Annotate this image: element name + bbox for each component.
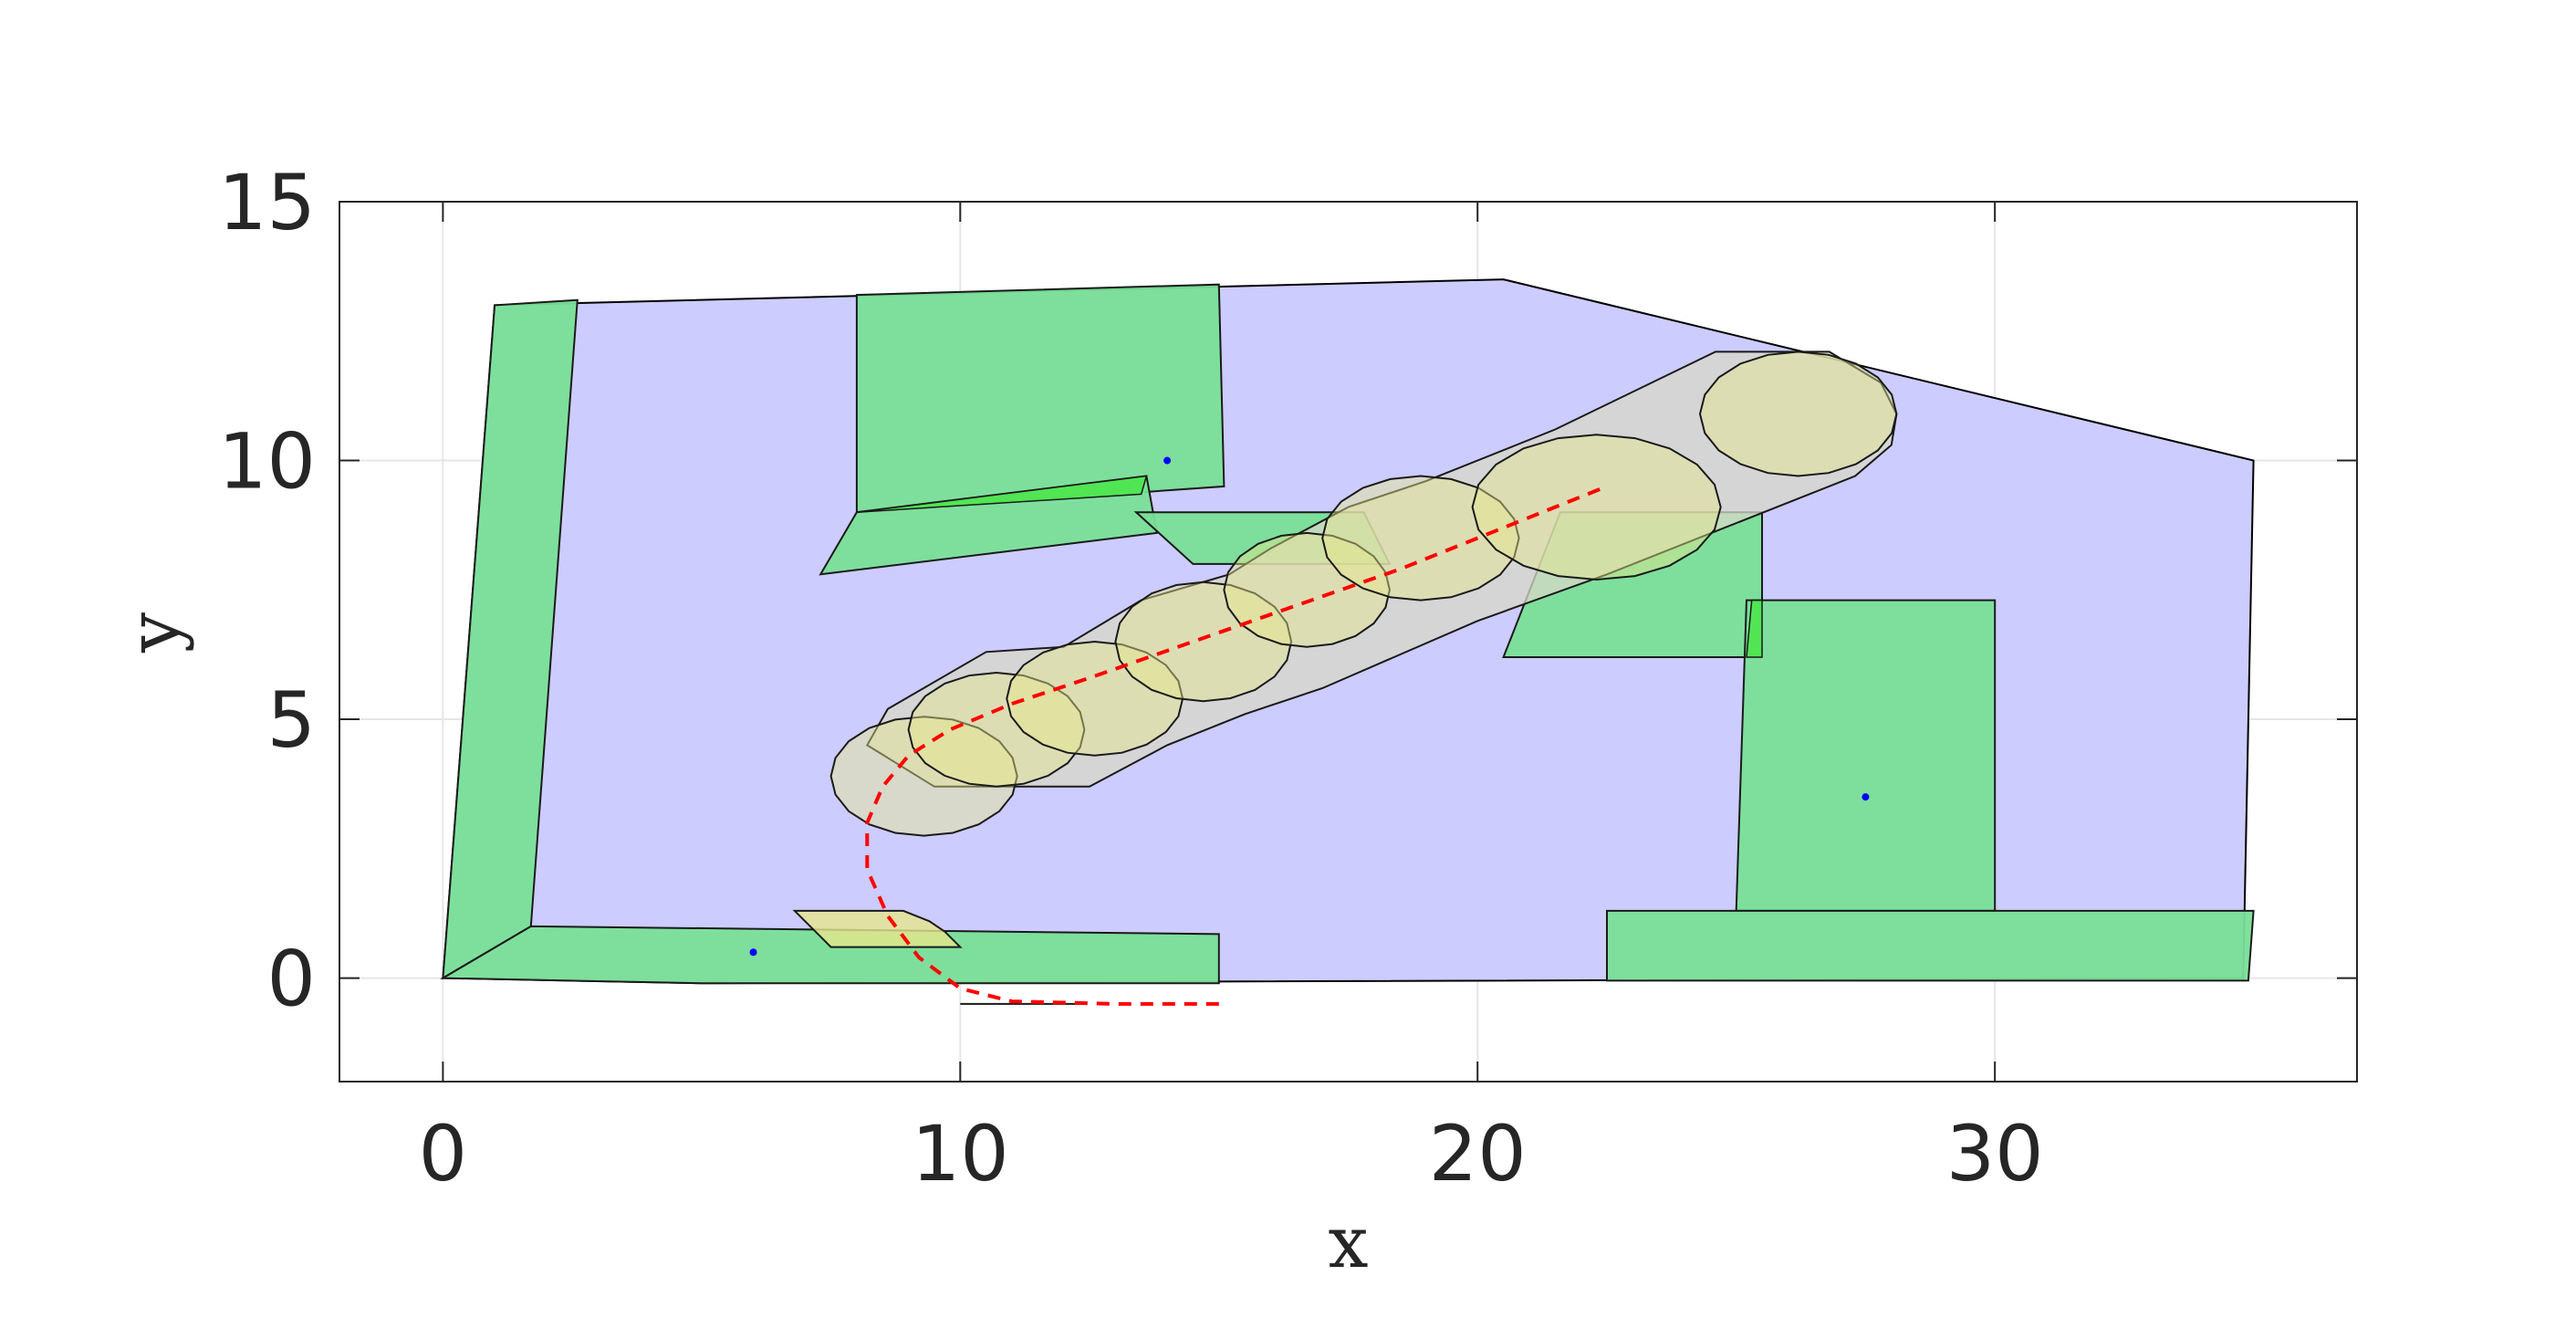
ticks: 0 10 20 30 0 5 10 15 xyxy=(218,158,2357,1198)
x-tick-label: 20 xyxy=(1429,1109,1527,1198)
reach-set xyxy=(1321,475,1520,601)
overlap-polygon xyxy=(1746,599,1763,658)
y-tick-label: 10 xyxy=(218,417,316,507)
y-axis-label: y xyxy=(113,612,195,654)
reach-set xyxy=(1114,581,1293,703)
reach-set xyxy=(907,671,1086,788)
reach-set xyxy=(1006,640,1184,757)
y-tick-label: 15 xyxy=(218,158,316,247)
plot-area xyxy=(439,278,2255,1006)
obstacle-polygon xyxy=(439,925,1220,985)
reach-set xyxy=(1698,350,1898,477)
small-reach-set xyxy=(792,909,963,948)
marker-point xyxy=(749,948,757,957)
marker-point xyxy=(1862,793,1870,801)
x-tick-label: 30 xyxy=(1946,1109,2044,1198)
reach-set xyxy=(1223,531,1391,648)
x-tick-label: 0 xyxy=(419,1109,467,1198)
trajectory-line xyxy=(865,485,1608,1006)
reach-hull xyxy=(865,350,1898,788)
axes-box xyxy=(339,201,2358,1083)
overlap-polygon xyxy=(856,475,1148,513)
y-tick-label: 0 xyxy=(267,935,316,1024)
obstacle-polygon xyxy=(1606,909,2255,982)
reach-set xyxy=(829,716,1018,837)
obstacle-polygon xyxy=(855,283,1225,514)
x-axis-label: x xyxy=(1329,1202,1369,1284)
x-tick-label: 10 xyxy=(912,1109,1009,1198)
obstacle-polygon xyxy=(1735,599,1997,912)
reach-set xyxy=(1471,434,1722,581)
marker-point xyxy=(1163,456,1172,465)
y-tick-label: 5 xyxy=(267,675,316,765)
